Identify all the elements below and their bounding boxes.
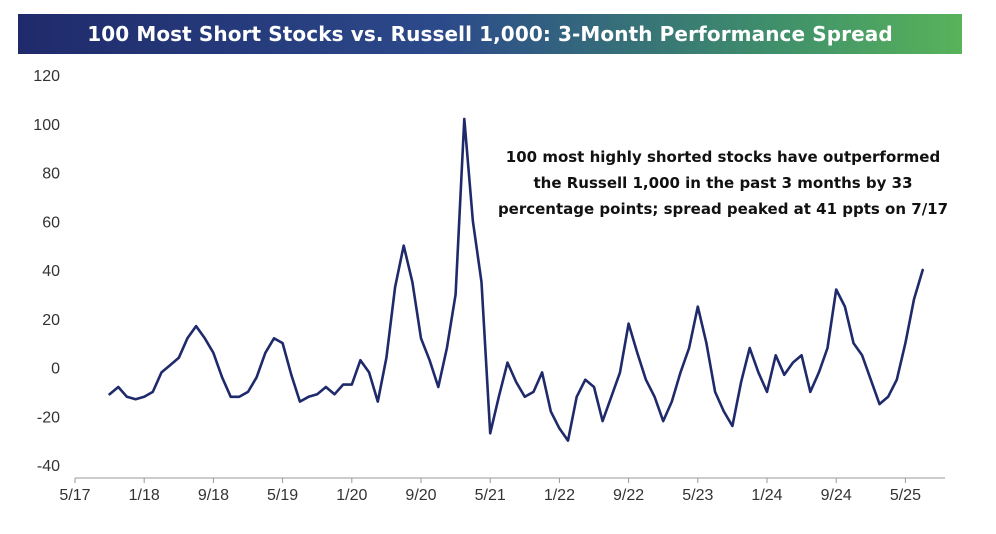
y-tick-label: 40: [42, 263, 60, 280]
annotation-line-3: percentage points; spread peaked at 41 p…: [497, 200, 949, 218]
x-axis-tick-labels: 5/17 1/18 9/18 5/19 1/20 9/20 5/21 1/22 9/22 5/23…: [59, 487, 921, 504]
x-tick-label: 1/18: [129, 487, 160, 504]
chart-title: 100 Most Short Stocks vs. Russell 1,000:…: [18, 14, 962, 54]
x-tick-label: 1/24: [751, 487, 782, 504]
y-tick-label: 0: [51, 361, 60, 378]
y-tick-label: -20: [37, 409, 60, 426]
x-tick-label: 9/18: [198, 487, 229, 504]
y-tick-label: 120: [33, 68, 60, 85]
x-tick-label: 1/20: [336, 487, 367, 504]
x-tick-label: 5/23: [682, 487, 713, 504]
x-tick-label: 5/17: [59, 487, 90, 504]
y-tick-label: 20: [42, 312, 60, 329]
x-tick-label: 9/24: [821, 487, 852, 504]
x-tick-label: 5/19: [267, 487, 298, 504]
x-tick-label: 9/22: [613, 487, 644, 504]
y-tick-label: -40: [37, 458, 60, 475]
x-tick-label: 5/21: [475, 487, 506, 504]
y-tick-label: 80: [42, 166, 60, 183]
chart-annotation: 100 most highly shorted stocks have outp…: [484, 144, 962, 222]
annotation-line-1: 100 most highly shorted stocks have outp…: [505, 148, 941, 166]
x-axis: [74, 477, 945, 483]
x-tick-label: 1/22: [544, 487, 575, 504]
y-tick-label: 60: [42, 214, 60, 231]
spread-line: [108, 117, 924, 442]
x-tick-label: 5/25: [890, 487, 921, 504]
x-tick-label: 9/20: [405, 487, 436, 504]
annotation-line-2: the Russell 1,000 in the past 3 months b…: [533, 174, 913, 192]
y-tick-label: 100: [33, 117, 60, 134]
y-axis-tick-labels: -40 -20 0 20 40 60 80 100 120: [33, 68, 60, 475]
